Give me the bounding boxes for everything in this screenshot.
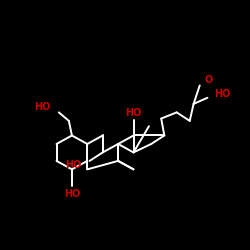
Text: HO: HO (66, 160, 82, 170)
Text: O: O (204, 75, 212, 85)
Text: HO: HO (125, 108, 142, 118)
Text: HO: HO (64, 189, 80, 199)
Text: HO: HO (214, 89, 231, 99)
Text: HO: HO (34, 102, 50, 112)
